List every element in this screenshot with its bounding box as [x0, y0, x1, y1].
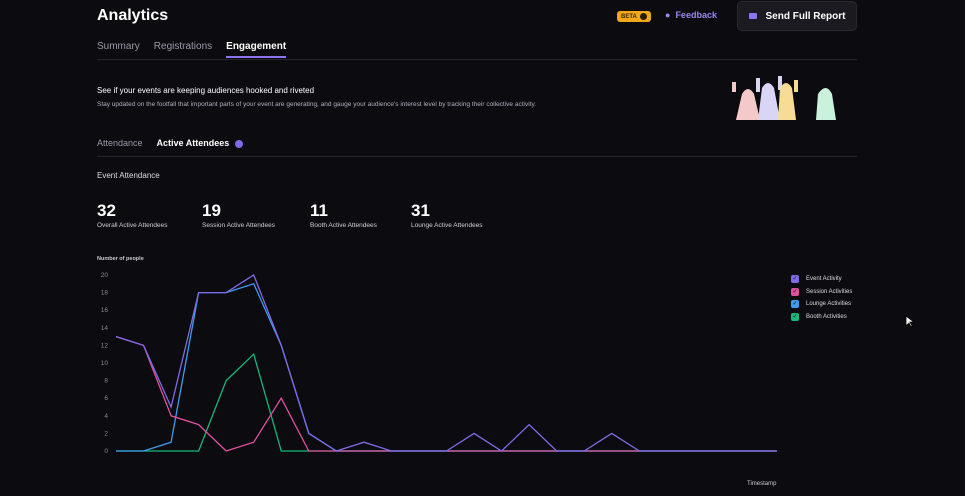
info-dot-icon	[639, 13, 647, 20]
beta-badge: BETA	[617, 11, 651, 22]
y-tick-label: 6	[104, 395, 108, 402]
stat-value: 32	[97, 201, 116, 220]
stat-booth: 11 Booth Active Attendees	[310, 201, 377, 229]
mail-icon	[748, 13, 757, 19]
y-tick-label: 20	[101, 272, 109, 279]
send-report-label: Send Full Report	[765, 10, 846, 22]
series-line-event-activity	[115, 274, 777, 452]
mouse-cursor-icon	[905, 315, 915, 328]
y-axis-label: Number of people	[97, 256, 144, 262]
intro-heading: See if your events are keeping audiences…	[97, 86, 315, 95]
series-line-booth-activities	[116, 352, 777, 452]
legend-item-booth[interactable]: ✓ Booth Activities	[791, 311, 852, 324]
audience-illustration	[732, 76, 836, 120]
legend-label: Booth Activities	[806, 313, 847, 320]
checkbox-icon[interactable]: ✓	[791, 287, 799, 296]
y-tick-label: 0	[104, 448, 108, 455]
tabs-divider	[97, 59, 857, 60]
legend-label: Event Activity	[806, 276, 842, 283]
feedback-label: Feedback	[675, 10, 717, 20]
send-full-report-button[interactable]: Send Full Report	[737, 1, 857, 31]
y-tick-label: 12	[101, 342, 109, 349]
y-tick-label: 4	[104, 413, 108, 420]
stat-value: 31	[411, 201, 430, 220]
checkbox-icon[interactable]: ✓	[791, 275, 799, 284]
subtabs-divider	[97, 156, 857, 157]
x-axis-label: Timestamp	[747, 481, 777, 487]
stat-value: 19	[202, 201, 221, 220]
legend-label: Session Activities	[806, 288, 853, 295]
chart-legend: ✓ Event Activity ✓ Session Activities ✓ Lou…	[791, 273, 852, 323]
series-line-session-activities	[115, 335, 777, 452]
legend-label: Lounge Activities	[806, 301, 852, 308]
tab-engagement[interactable]: Engagement	[226, 41, 287, 58]
tab-registrations[interactable]: Registrations	[153, 41, 213, 52]
page-title: Analytics	[97, 7, 169, 24]
y-tick-label: 8	[104, 378, 108, 385]
legend-item-lounge[interactable]: ✓ Lounge Activities	[791, 298, 852, 311]
y-tick-label: 16	[101, 307, 109, 314]
series-line-lounge-activities	[116, 283, 777, 452]
intro-description: Stay updated on the footfall that import…	[97, 101, 537, 108]
y-tick-label: 10	[101, 360, 109, 367]
y-tick-label: 14	[101, 325, 109, 332]
stat-session: 19 Session Active Attendees	[202, 201, 275, 229]
tab-active-attendees[interactable]: Active Attendees	[157, 138, 244, 148]
stat-label: Session Active Attendees	[202, 222, 275, 229]
feedback-button[interactable]: ● Feedback	[665, 10, 717, 20]
info-icon[interactable]	[235, 139, 244, 148]
stat-overall: 32 Overall Active Attendees	[97, 201, 167, 229]
stat-label: Lounge Active Attendees	[411, 222, 483, 229]
y-tick-label: 18	[101, 290, 109, 297]
tab-summary[interactable]: Summary	[97, 41, 140, 52]
main-tabs: Summary Registrations Engagement	[97, 41, 287, 58]
stat-label: Booth Active Attendees	[310, 222, 377, 229]
legend-item-session[interactable]: ✓ Session Activities	[791, 286, 852, 299]
active-attendees-label: Active Attendees	[156, 138, 230, 148]
tab-attendance[interactable]: Attendance	[97, 138, 143, 148]
sub-tabs: Attendance Active Attendees	[97, 138, 244, 148]
stat-lounge: 31 Lounge Active Attendees	[411, 201, 483, 229]
section-title: Event Attendance	[97, 171, 160, 180]
y-tick-label: 2	[104, 430, 108, 437]
stat-label: Overall Active Attendees	[97, 222, 168, 229]
checkbox-icon[interactable]: ✓	[791, 312, 799, 321]
checkbox-icon[interactable]: ✓	[791, 300, 799, 309]
beta-label: BETA	[621, 13, 637, 20]
stat-value: 11	[310, 201, 328, 220]
legend-item-event[interactable]: ✓ Event Activity	[791, 273, 852, 286]
feedback-icon: ●	[665, 10, 671, 20]
